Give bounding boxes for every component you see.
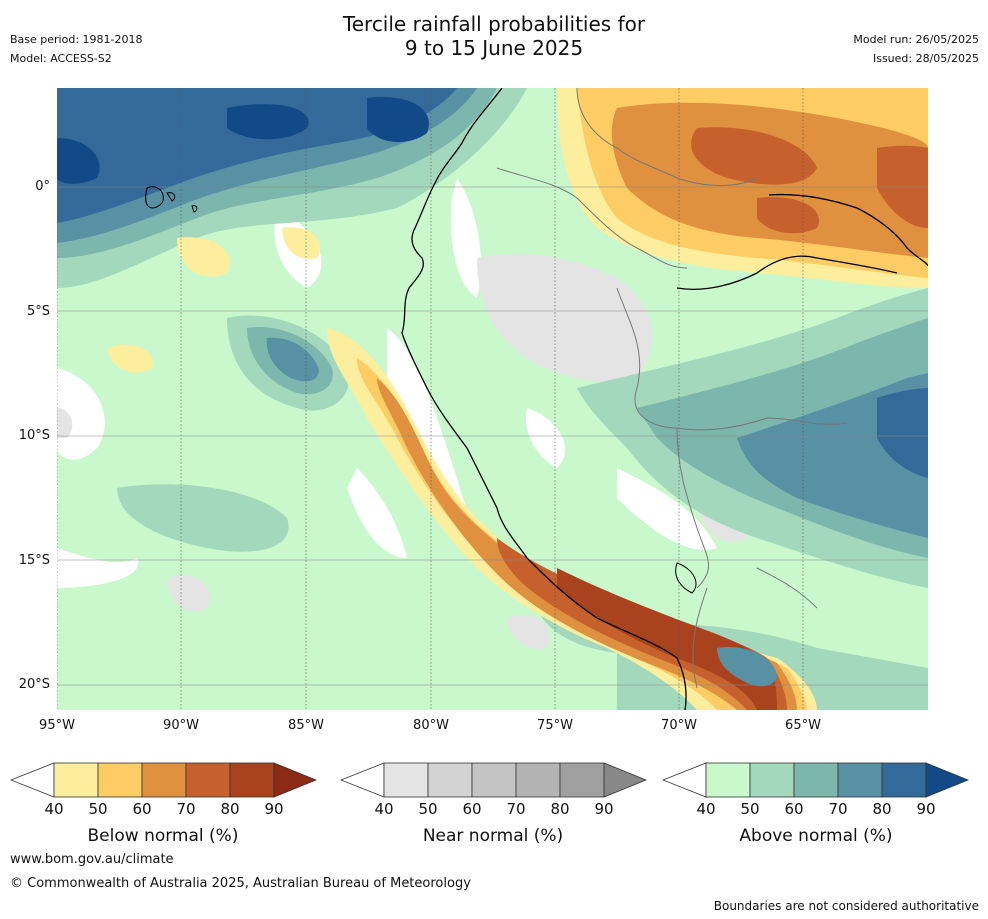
colorbar-segment: [427, 762, 473, 798]
y-tick-10s: 10°S: [18, 428, 50, 443]
x-tick-85w: 85°W: [288, 718, 324, 733]
colorbar-segment: [471, 762, 517, 798]
colorbar-tick: 60: [132, 800, 152, 818]
x-tick-95w: 95°W: [39, 718, 75, 733]
country-borders: [496, 88, 848, 689]
colorbar-near: [340, 762, 648, 798]
model-run: Model run: 26/05/2025: [853, 33, 979, 46]
colorbar-lower-extend: [340, 762, 385, 798]
colorbar-tick: 50: [740, 800, 760, 818]
colorbar-below: [10, 762, 318, 798]
map-title: Tercile rainfall probabilities for 9 to …: [0, 12, 988, 60]
colorbar-segment: [749, 762, 795, 798]
colorbar-segment: [837, 762, 883, 798]
colorbar-segment: [53, 762, 99, 798]
y-tick-0: 0°: [35, 179, 50, 194]
colorbar-upper-extend: [603, 762, 648, 798]
y-tick-15s: 15°S: [18, 553, 50, 568]
colorbar-segment: [881, 762, 927, 798]
graticule: [57, 88, 804, 710]
colorbar-lower-extend: [662, 762, 707, 798]
colorbar-tick: 50: [88, 800, 108, 818]
colorbar-tick: 60: [784, 800, 804, 818]
galapagos-islands: [145, 186, 198, 213]
x-tick-75w: 75°W: [537, 718, 573, 733]
colorbar-segment: [383, 762, 429, 798]
footer-note: Boundaries are not considered authoritat…: [713, 899, 979, 913]
colorbar-tick: 50: [418, 800, 438, 818]
lake-titicaca: [675, 562, 697, 594]
x-tick-80w: 80°W: [413, 718, 449, 733]
colorbar-tick: 70: [828, 800, 848, 818]
colorbar-tick: 40: [696, 800, 716, 818]
colorbar-upper-extend: [273, 762, 318, 798]
title-line-2: 9 to 15 June 2025: [404, 36, 584, 60]
colorbar-tick: 80: [872, 800, 892, 818]
colorbar-segment: [97, 762, 143, 798]
colorbar-tick: 80: [550, 800, 570, 818]
probability-map: [57, 88, 928, 710]
amazon-coastline: [676, 193, 928, 290]
latitude-lines: [57, 186, 928, 686]
probability-regions: [57, 88, 928, 710]
colorbar-segment: [793, 762, 839, 798]
footer-url[interactable]: www.bom.gov.au/climate: [10, 852, 174, 867]
y-tick-20s: 20°S: [18, 677, 50, 692]
colorbar-upper-extend: [925, 762, 970, 798]
colorbar-tick: 90: [594, 800, 614, 818]
colorbar-segment: [229, 762, 275, 798]
colorbar-tick: 70: [176, 800, 196, 818]
y-tick-5s: 5°S: [26, 304, 50, 319]
colorbar-above: [662, 762, 970, 798]
colorbar-lower-extend: [10, 762, 55, 798]
x-tick-90w: 90°W: [163, 718, 199, 733]
colorbar-tick: 40: [44, 800, 64, 818]
colorbar-tick: 40: [374, 800, 394, 818]
colorbar-segment: [705, 762, 751, 798]
coastline: [401, 88, 687, 710]
x-tick-70w: 70°W: [661, 718, 697, 733]
colorbar-tick: 60: [462, 800, 482, 818]
colorbar-tick: 90: [916, 800, 936, 818]
near-normal-label: Near normal (%): [422, 826, 564, 846]
below-normal-label: Below normal (%): [87, 826, 239, 846]
issued-date: Issued: 28/05/2025: [872, 52, 979, 65]
colorbar-segment: [515, 762, 561, 798]
title-line-1: Tercile rainfall probabilities for: [342, 12, 646, 36]
colorbar-tick: 70: [506, 800, 526, 818]
colorbar-tick: 90: [264, 800, 284, 818]
base-period: Base period: 1981-2018: [10, 33, 143, 46]
colorbar-segment: [559, 762, 605, 798]
footer-copyright: © Commonwealth of Australia 2025, Austra…: [10, 876, 471, 891]
colorbar-segment: [141, 762, 187, 798]
above-normal-label: Above normal (%): [739, 826, 893, 846]
model-name: Model: ACCESS-S2: [10, 52, 112, 65]
x-tick-65w: 65°W: [785, 718, 821, 733]
colorbar-segment: [185, 762, 231, 798]
colorbar-tick: 80: [220, 800, 240, 818]
